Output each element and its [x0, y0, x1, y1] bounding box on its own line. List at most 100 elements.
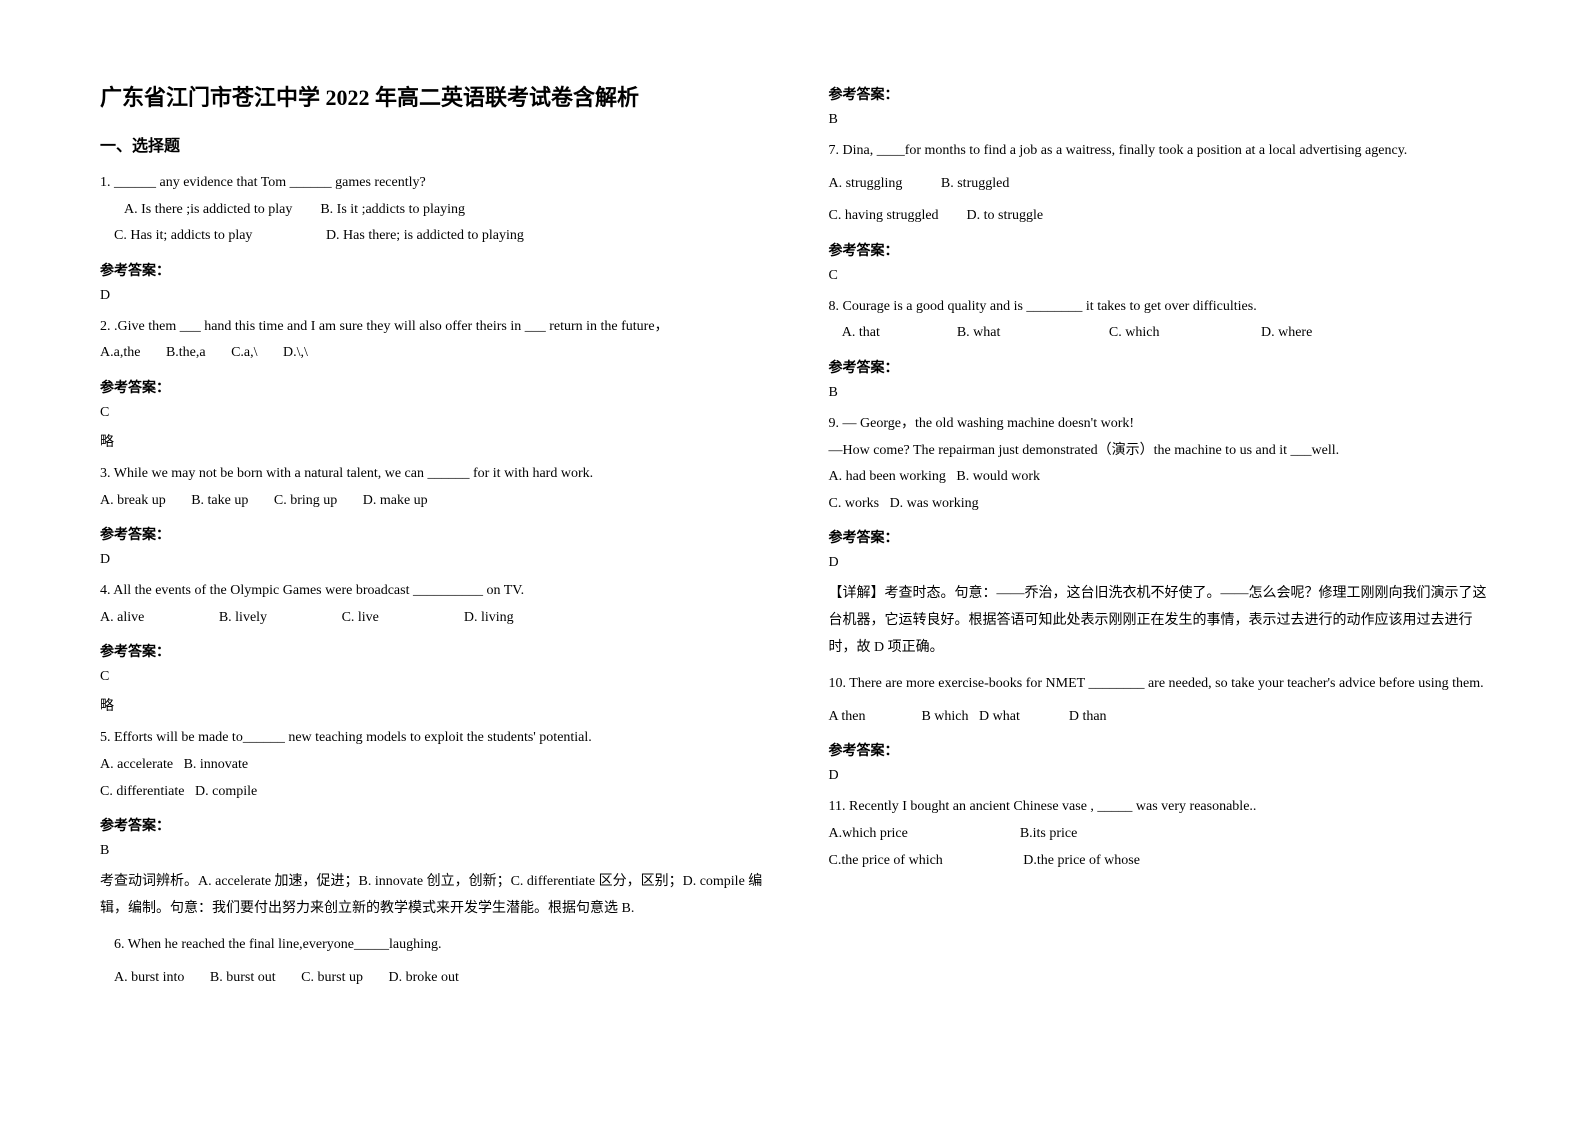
- question-3: 3. While we may not be born with a natur…: [100, 461, 769, 514]
- q11-opts-row2: C.the price of which D.the price of whos…: [829, 848, 1498, 875]
- q10-optD1: D what: [979, 709, 1020, 724]
- q10-optB: B which: [921, 709, 968, 724]
- q2-optB: B.the,a: [166, 345, 206, 360]
- q6-optA: A. burst into: [114, 970, 184, 985]
- q5-optC: C. differentiate: [100, 784, 185, 799]
- q6-optB: B. burst out: [210, 970, 276, 985]
- q7-answer: C: [829, 268, 1498, 284]
- q5-stem: 5. Efforts will be made to______ new tea…: [100, 725, 769, 752]
- question-11: 11. Recently I bought an ancient Chinese…: [829, 794, 1498, 874]
- q2-stem: 2. .Give them ___ hand this time and I a…: [100, 314, 769, 341]
- q8-answer-label: 参考答案：: [829, 357, 1498, 377]
- q5-answer-label: 参考答案：: [100, 815, 769, 835]
- q4-opts: A. alive B. lively C. live D. living: [100, 605, 769, 632]
- q1-answer: D: [100, 288, 769, 304]
- q5-explain: 考查动词辨析。A. accelerate 加速，促进；B. innovate 创…: [100, 869, 769, 922]
- q10-optA: A then: [829, 709, 866, 724]
- q11-optB: B.its price: [1020, 826, 1078, 841]
- q5-optB: B. innovate: [184, 757, 249, 772]
- q4-optA: A. alive: [100, 610, 144, 625]
- q6-stem: 6. When he reached the final line,everyo…: [100, 932, 769, 959]
- right-column: 参考答案： B 7. Dina, ____for months to find …: [829, 80, 1498, 1002]
- q11-optA: A.which price: [829, 826, 908, 841]
- q7-optA: A. struggling: [829, 176, 903, 191]
- q9-optA: A. had been working: [829, 469, 946, 484]
- q2-omit: 略: [100, 431, 769, 451]
- q4-optD: D. living: [464, 610, 514, 625]
- q6-optD: D. broke out: [388, 970, 458, 985]
- q9-optB: B. would work: [956, 469, 1040, 484]
- q11-optC: C.the price of which: [829, 853, 943, 868]
- q1-stem: 1. ______ any evidence that Tom ______ g…: [100, 170, 769, 197]
- q9-optC: C. works: [829, 496, 880, 511]
- q10-answer-label: 参考答案：: [829, 740, 1498, 760]
- q7-opts-row2: C. having struggled D. to struggle: [829, 203, 1498, 230]
- q8-opts: A. that B. what C. which D. where: [829, 320, 1498, 347]
- document-title: 广东省江门市苍江中学 2022 年高二英语联考试卷含解析: [100, 80, 769, 112]
- question-4: 4. All the events of the Olympic Games w…: [100, 578, 769, 631]
- q1-opts-row2: C. Has it; addicts to play D. Has there;…: [100, 223, 769, 250]
- q8-optD: D. where: [1261, 325, 1312, 340]
- section-heading-1: 一、选择题: [100, 132, 769, 156]
- q8-optB: B. what: [957, 325, 1001, 340]
- question-7: 7. Dina, ____for months to find a job as…: [829, 138, 1498, 230]
- q6-optC: C. burst up: [301, 970, 363, 985]
- question-9: 9. — George，the old washing machine does…: [829, 411, 1498, 517]
- q8-stem: 8. Courage is a good quality and is ____…: [829, 294, 1498, 321]
- q7-stem: 7. Dina, ____for months to find a job as…: [829, 138, 1498, 165]
- question-6: 6. When he reached the final line,everyo…: [100, 932, 769, 991]
- q3-answer: D: [100, 552, 769, 568]
- q1-answer-label: 参考答案：: [100, 260, 769, 280]
- q1-opts-row1: A. Is there ;is addicted to play B. Is i…: [100, 197, 769, 224]
- q4-stem: 4. All the events of the Olympic Games w…: [100, 578, 769, 605]
- q9-stem2: —How come? The repairman just demonstrat…: [829, 438, 1498, 465]
- q9-explain: 【详解】考查时态。句意：——乔治，这台旧洗衣机不好使了。——怎么会呢？修理工刚刚…: [829, 581, 1498, 661]
- q3-stem: 3. While we may not be born with a natur…: [100, 461, 769, 488]
- q2-answer: C: [100, 405, 769, 421]
- q7-optC: C. having struggled: [829, 208, 939, 223]
- q3-optB: B. take up: [191, 493, 248, 508]
- q9-stem1: 9. — George，the old washing machine does…: [829, 411, 1498, 438]
- q1-optB: B. Is it ;addicts to playing: [320, 202, 465, 217]
- question-10: 10. There are more exercise-books for NM…: [829, 671, 1498, 730]
- q5-answer: B: [100, 843, 769, 859]
- q3-optC: C. bring up: [274, 493, 337, 508]
- q9-answer: D: [829, 555, 1498, 571]
- q3-optD: D. make up: [363, 493, 428, 508]
- q10-opts: A then B which D what D than: [829, 704, 1498, 731]
- q8-answer: B: [829, 385, 1498, 401]
- q5-optD: D. compile: [195, 784, 257, 799]
- q6-answer: B: [829, 112, 1498, 128]
- q1-optD: D. Has there; is addicted to playing: [326, 228, 524, 243]
- q9-optD: D. was working: [890, 496, 979, 511]
- q2-optC: C.a,\: [231, 345, 257, 360]
- q4-answer: C: [100, 669, 769, 685]
- question-8: 8. Courage is a good quality and is ____…: [829, 294, 1498, 347]
- q3-answer-label: 参考答案：: [100, 524, 769, 544]
- q1-optC: C. Has it; addicts to play: [114, 228, 252, 243]
- q2-optA: A.a,the: [100, 345, 140, 360]
- q7-optB: B. struggled: [941, 176, 1009, 191]
- q1-optA: A. Is there ;is addicted to play: [124, 202, 292, 217]
- q5-optA: A. accelerate: [100, 757, 173, 772]
- q9-opts-row2: C. works D. was working: [829, 491, 1498, 518]
- question-2: 2. .Give them ___ hand this time and I a…: [100, 314, 769, 367]
- q4-optB: B. lively: [219, 610, 267, 625]
- q4-optC: C. live: [342, 610, 379, 625]
- question-1: 1. ______ any evidence that Tom ______ g…: [100, 170, 769, 250]
- q9-answer-label: 参考答案：: [829, 527, 1498, 547]
- q11-opts-row1: A.which price B.its price: [829, 821, 1498, 848]
- q6-answer-label: 参考答案：: [829, 84, 1498, 104]
- q11-optD: D.the price of whose: [1023, 853, 1140, 868]
- q4-omit: 略: [100, 695, 769, 715]
- q5-opts-row2: C. differentiate D. compile: [100, 779, 769, 806]
- q10-stem: 10. There are more exercise-books for NM…: [829, 671, 1498, 698]
- q5-opts-row1: A. accelerate B. innovate: [100, 752, 769, 779]
- q7-optD: D. to struggle: [967, 208, 1044, 223]
- q2-optD: D.\,\: [283, 345, 308, 360]
- question-5: 5. Efforts will be made to______ new tea…: [100, 725, 769, 805]
- page: 广东省江门市苍江中学 2022 年高二英语联考试卷含解析 一、选择题 1. __…: [100, 80, 1497, 1002]
- q3-optA: A. break up: [100, 493, 166, 508]
- left-column: 广东省江门市苍江中学 2022 年高二英语联考试卷含解析 一、选择题 1. __…: [100, 80, 769, 1002]
- q11-stem: 11. Recently I bought an ancient Chinese…: [829, 794, 1498, 821]
